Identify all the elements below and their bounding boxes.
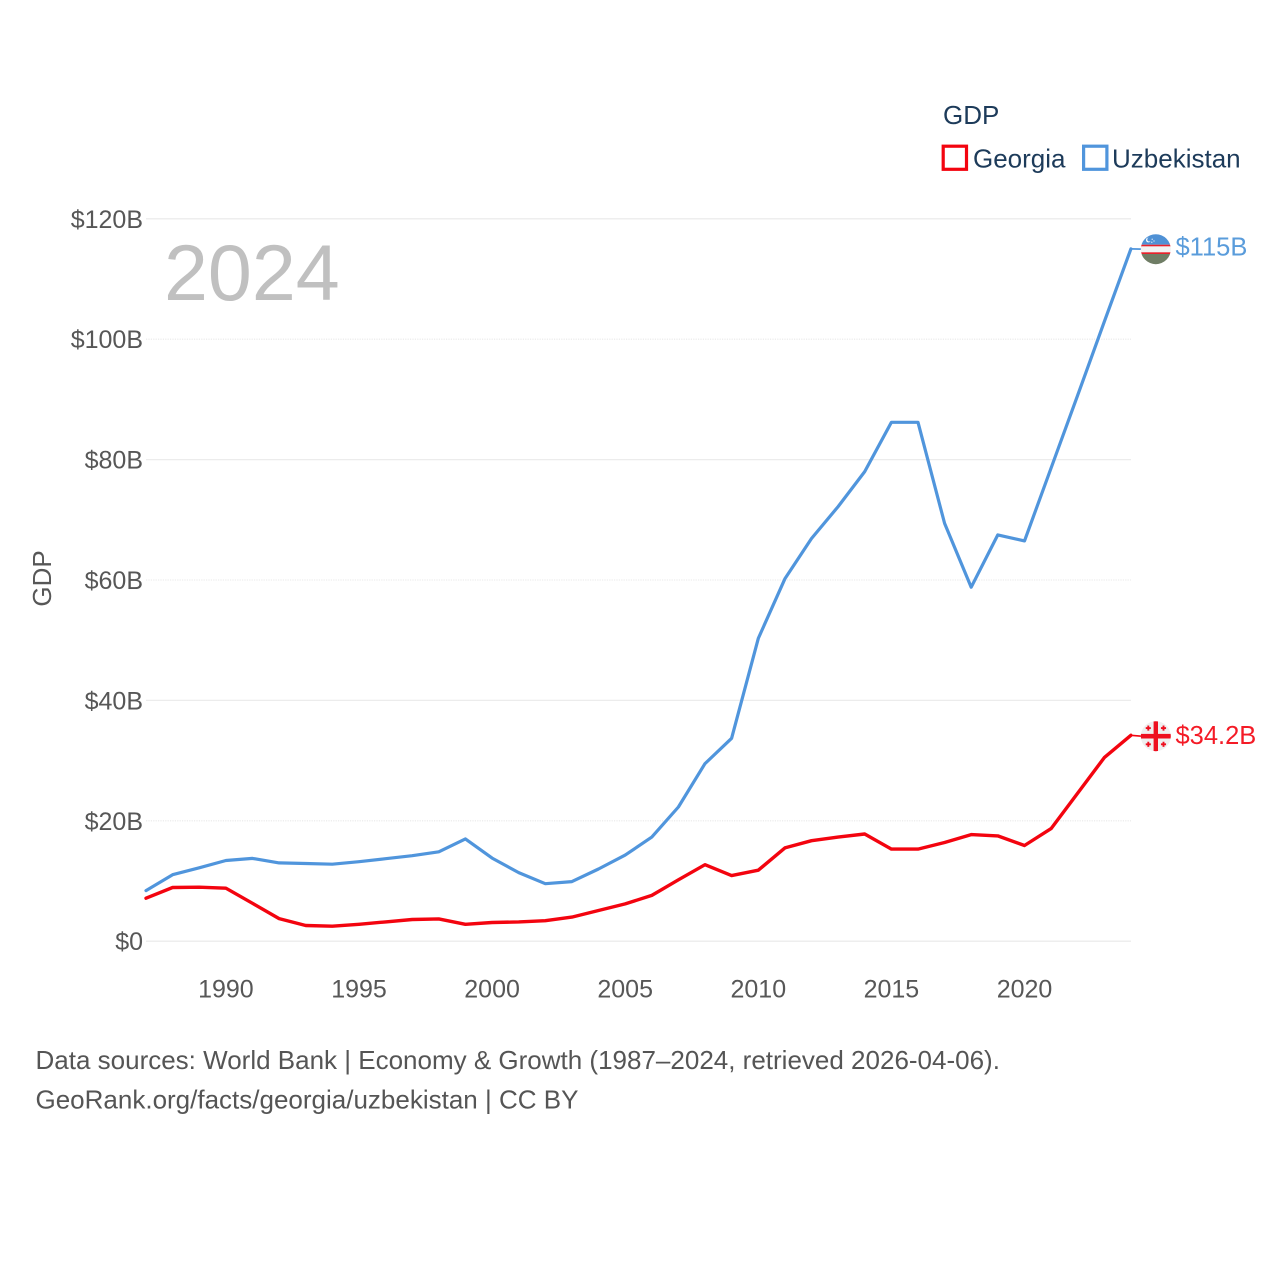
svg-text:$20B: $20B (85, 808, 143, 836)
svg-text:$115B: $115B (1176, 234, 1248, 262)
svg-text:2020: 2020 (997, 976, 1053, 1004)
svg-text:$40B: $40B (85, 687, 143, 715)
svg-text:2010: 2010 (730, 976, 786, 1004)
svg-text:$34.2B: $34.2B (1176, 722, 1257, 750)
svg-text:Uzbekistan: Uzbekistan (1112, 144, 1241, 174)
svg-text:GDP: GDP (27, 550, 57, 606)
svg-text:2015: 2015 (864, 976, 920, 1004)
svg-text:1990: 1990 (198, 976, 254, 1004)
svg-text:Georgia: Georgia (973, 144, 1066, 174)
svg-text:$120B: $120B (71, 206, 143, 234)
svg-text:2005: 2005 (597, 976, 653, 1004)
svg-text:GDP: GDP (943, 100, 999, 130)
svg-text:$60B: $60B (85, 567, 143, 595)
svg-text:Data sources: World Bank | Eco: Data sources: World Bank | Economy & Gro… (36, 1045, 1000, 1075)
svg-text:GeoRank.org/facts/georgia/uzbe: GeoRank.org/facts/georgia/uzbekistan | C… (36, 1085, 579, 1115)
svg-text:2000: 2000 (464, 976, 520, 1004)
svg-text:$100B: $100B (71, 326, 143, 354)
svg-text:2024: 2024 (164, 228, 340, 317)
svg-text:$0: $0 (115, 928, 143, 956)
svg-text:1995: 1995 (331, 976, 387, 1004)
svg-text:$80B: $80B (85, 447, 143, 475)
